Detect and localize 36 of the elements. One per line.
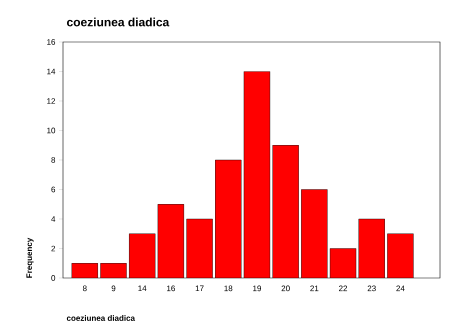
y-tick-label: 8 [51, 157, 56, 163]
y-tick-label: 14 [47, 68, 56, 74]
y-tick-label: 16 [47, 39, 56, 45]
x-tick-label: 16 [167, 286, 175, 292]
x-tick-label: 14 [138, 286, 146, 292]
y-tick-label: 2 [51, 246, 56, 252]
y-tick-label: 0 [51, 275, 56, 281]
x-tick-label: 19 [253, 286, 262, 292]
x-tick-label: 21 [310, 286, 318, 292]
bar [272, 145, 299, 278]
bar [358, 219, 385, 278]
bar [244, 71, 270, 278]
bar [301, 190, 328, 278]
x-tick-label: 24 [396, 286, 405, 292]
bar [387, 234, 414, 278]
bar [215, 160, 242, 278]
bar [186, 219, 213, 278]
y-tick-label: 4 [51, 216, 56, 222]
x-tick-label: 20 [282, 286, 290, 292]
bar [72, 263, 98, 278]
x-tick-label: 18 [224, 286, 232, 292]
x-tick-label: 9 [112, 286, 116, 292]
x-axis-title: coeziunea diadica [66, 315, 136, 321]
y-tick-label: 12 [47, 98, 56, 104]
bar [158, 204, 184, 278]
x-tick-label: 17 [196, 286, 204, 292]
x-tick-label: 22 [338, 286, 348, 292]
bar [100, 263, 126, 278]
x-tick-label: 23 [368, 286, 376, 292]
y-tick-label: 10 [47, 128, 56, 134]
y-tick-label: 6 [51, 186, 56, 192]
bar [129, 234, 156, 278]
y-axis-title: Frequency [26, 238, 34, 278]
x-tick-label: 8 [82, 286, 87, 292]
chart-title: coeziunea diadica [67, 18, 170, 26]
bar [330, 248, 356, 278]
